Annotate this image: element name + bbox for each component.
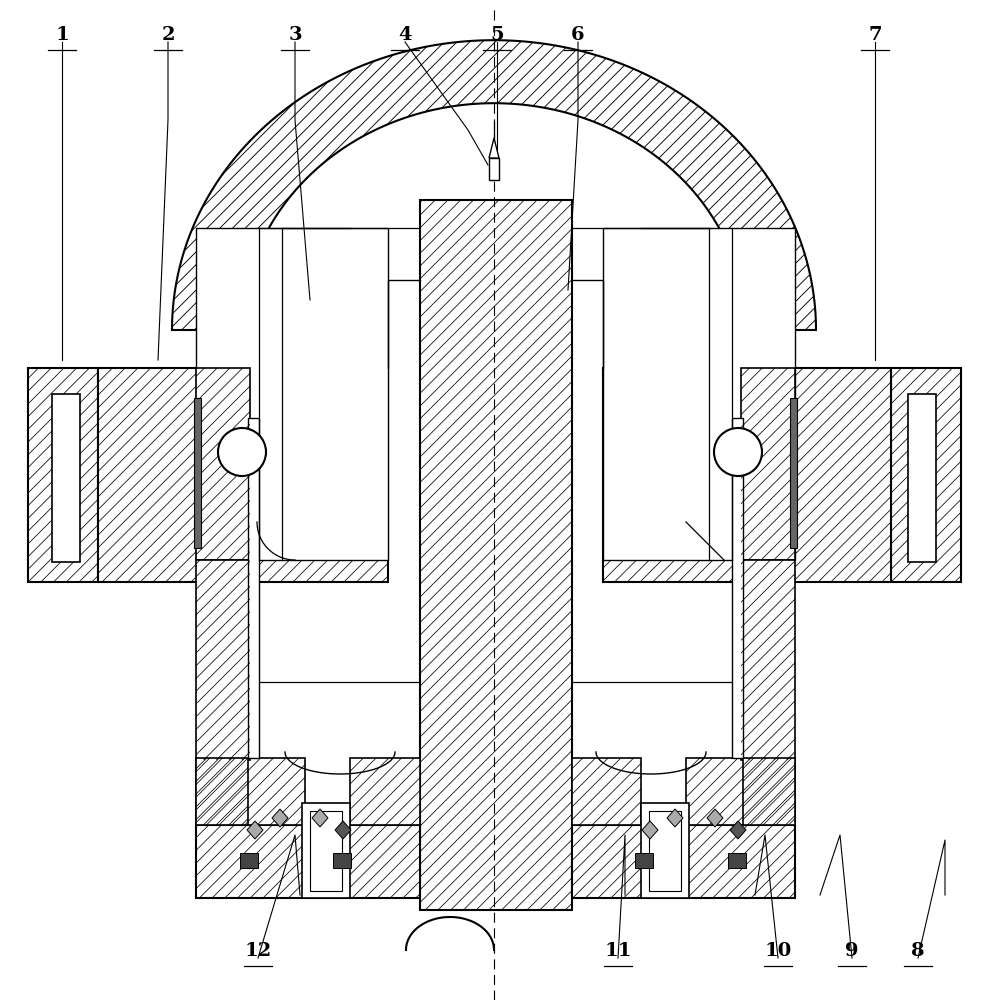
Bar bbox=[732, 418, 743, 758]
Polygon shape bbox=[741, 560, 795, 760]
Polygon shape bbox=[707, 809, 723, 827]
Polygon shape bbox=[98, 368, 388, 582]
Text: 6: 6 bbox=[572, 26, 584, 44]
Bar bbox=[649, 811, 681, 891]
Polygon shape bbox=[196, 560, 250, 760]
Polygon shape bbox=[667, 809, 683, 827]
Text: 9: 9 bbox=[846, 942, 858, 960]
Polygon shape bbox=[420, 200, 572, 910]
Text: 8: 8 bbox=[911, 942, 925, 960]
Text: 12: 12 bbox=[244, 942, 272, 960]
Polygon shape bbox=[603, 368, 891, 582]
Polygon shape bbox=[196, 825, 420, 898]
Bar bbox=[333, 853, 351, 868]
Bar bbox=[248, 418, 259, 758]
Bar bbox=[908, 394, 936, 562]
Polygon shape bbox=[272, 809, 288, 827]
Polygon shape bbox=[196, 758, 248, 825]
Bar bbox=[489, 158, 499, 180]
Bar bbox=[310, 811, 342, 891]
Bar bbox=[194, 398, 201, 548]
Bar bbox=[635, 853, 653, 868]
Polygon shape bbox=[172, 40, 816, 330]
Text: 2: 2 bbox=[161, 26, 175, 44]
Polygon shape bbox=[196, 758, 305, 825]
Bar bbox=[240, 853, 258, 868]
Polygon shape bbox=[247, 821, 263, 839]
Text: 1: 1 bbox=[55, 26, 69, 44]
Polygon shape bbox=[572, 825, 795, 898]
Text: 3: 3 bbox=[288, 26, 302, 44]
Polygon shape bbox=[741, 368, 795, 560]
Bar bbox=[790, 398, 797, 548]
Bar bbox=[52, 394, 80, 562]
Polygon shape bbox=[28, 368, 98, 582]
Text: 7: 7 bbox=[868, 26, 882, 44]
Polygon shape bbox=[312, 809, 328, 827]
Text: 5: 5 bbox=[491, 26, 503, 44]
Polygon shape bbox=[572, 758, 641, 825]
Circle shape bbox=[218, 428, 266, 476]
Text: 10: 10 bbox=[764, 942, 791, 960]
Text: 11: 11 bbox=[604, 942, 632, 960]
Polygon shape bbox=[489, 138, 499, 158]
Bar bbox=[728, 853, 746, 868]
Polygon shape bbox=[350, 758, 420, 825]
Polygon shape bbox=[642, 821, 658, 839]
Polygon shape bbox=[335, 821, 351, 839]
Text: 4: 4 bbox=[399, 26, 411, 44]
Circle shape bbox=[714, 428, 762, 476]
Bar bbox=[302, 803, 350, 898]
Polygon shape bbox=[196, 368, 250, 560]
Polygon shape bbox=[686, 758, 795, 825]
Polygon shape bbox=[730, 821, 746, 839]
Bar bbox=[603, 228, 795, 560]
Polygon shape bbox=[743, 758, 795, 825]
Bar bbox=[641, 803, 689, 898]
Bar bbox=[196, 228, 388, 560]
Polygon shape bbox=[891, 368, 961, 582]
